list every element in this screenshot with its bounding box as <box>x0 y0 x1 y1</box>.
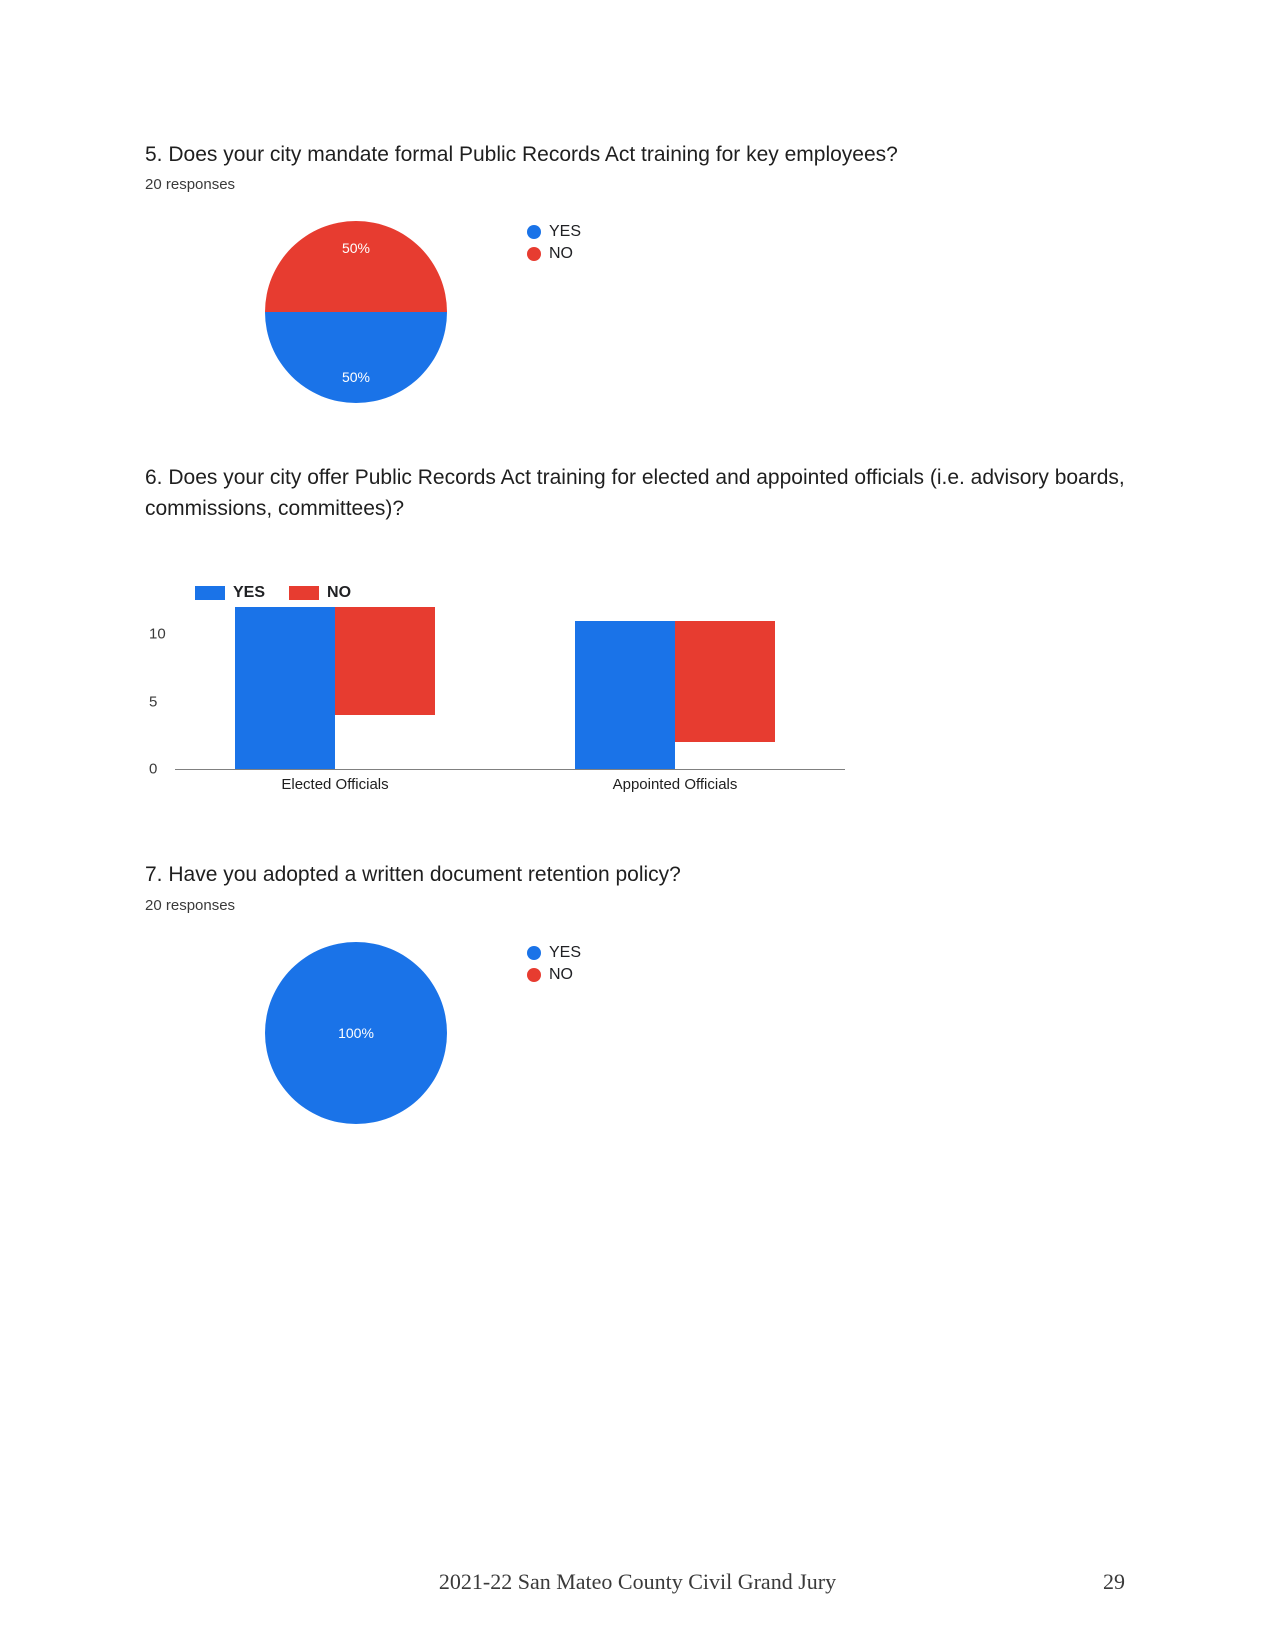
legend-swatch <box>195 586 225 600</box>
question-6-bar-legend: YES NO <box>175 584 1135 602</box>
question-6-axis: 0510Elected OfficialsAppointed Officials <box>175 608 845 770</box>
bar-group <box>235 607 435 769</box>
question-6-bar-chart: YES NO 0510Elected OfficialsAppointed Off… <box>145 584 1135 770</box>
pie-slice-label: 50% <box>342 240 370 256</box>
bar <box>675 621 775 743</box>
legend-label: YES <box>233 584 265 602</box>
question-5-pie-chart: 50% 50% <box>265 221 447 403</box>
legend-swatch <box>527 968 541 982</box>
bar-group <box>575 621 775 770</box>
question-7-legend: YES NO <box>527 942 581 988</box>
question-5-responses: 20 responses <box>145 176 1135 193</box>
pie-slice-label: 100% <box>338 1025 374 1041</box>
bar <box>575 621 675 770</box>
legend-label: NO <box>327 584 351 602</box>
pie-slice-label: 50% <box>342 369 370 385</box>
legend-label: NO <box>549 245 573 263</box>
question-5-section: 5. Does your city mandate formal Public … <box>145 140 1135 403</box>
bar <box>335 607 435 715</box>
question-7-responses: 20 responses <box>145 897 1135 914</box>
bar <box>235 607 335 769</box>
question-5-chart-row: 50% 50% YES NO <box>145 221 1135 403</box>
legend-item: YES <box>527 223 581 241</box>
question-6-section: 6. Does your city offer Public Records A… <box>145 463 1135 770</box>
legend-swatch <box>527 247 541 261</box>
x-axis-category-label: Elected Officials <box>281 776 388 793</box>
question-7-chart-row: 100% YES NO <box>145 942 1135 1124</box>
question-5-legend: YES NO <box>527 221 581 267</box>
footer-text: 2021-22 San Mateo County Civil Grand Jur… <box>0 1569 1275 1595</box>
x-axis-category-label: Appointed Officials <box>613 776 738 793</box>
question-6-title: 6. Does your city offer Public Records A… <box>145 463 1135 524</box>
legend-label: YES <box>549 944 581 962</box>
legend-swatch <box>527 946 541 960</box>
legend-item: NO <box>289 584 351 602</box>
question-7-section: 7. Have you adopted a written document r… <box>145 860 1135 1123</box>
legend-swatch <box>527 225 541 239</box>
y-axis-tick-label: 10 <box>149 626 166 643</box>
y-axis-tick-label: 0 <box>149 761 157 778</box>
legend-item: NO <box>527 245 581 263</box>
question-7-title: 7. Have you adopted a written document r… <box>145 860 1135 890</box>
legend-item: YES <box>195 584 265 602</box>
question-7-pie-chart: 100% <box>265 942 447 1124</box>
legend-label: YES <box>549 223 581 241</box>
legend-item: YES <box>527 944 581 962</box>
legend-swatch <box>289 586 319 600</box>
legend-item: NO <box>527 966 581 984</box>
page-number: 29 <box>1103 1569 1125 1595</box>
legend-label: NO <box>549 966 573 984</box>
question-5-title: 5. Does your city mandate formal Public … <box>145 140 1135 170</box>
y-axis-tick-label: 5 <box>149 693 157 710</box>
